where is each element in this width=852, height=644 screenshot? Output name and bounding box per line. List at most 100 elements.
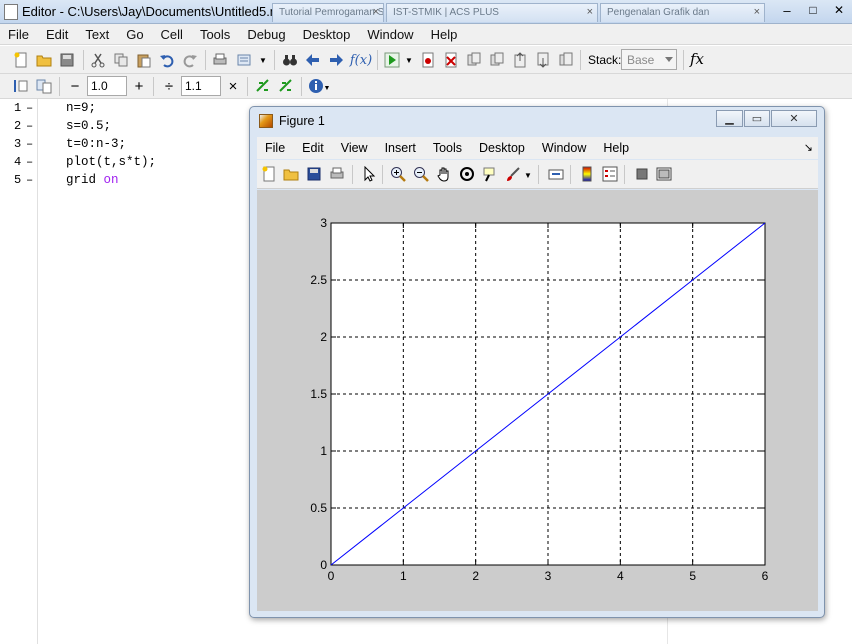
step-icon[interactable] bbox=[465, 51, 483, 69]
increment-button[interactable]: + bbox=[134, 77, 144, 95]
zoom-out-icon[interactable] bbox=[412, 165, 430, 183]
breakpoint-marker[interactable]: – bbox=[26, 101, 34, 115]
tab-close-icon[interactable]: × bbox=[753, 6, 760, 18]
pan-hand-icon[interactable] bbox=[435, 165, 453, 183]
menu-window[interactable]: Window bbox=[367, 26, 414, 42]
background-tab[interactable]: IST-STMIK | ACS PLUS × bbox=[386, 3, 598, 22]
figure-menu-help[interactable]: Help bbox=[603, 141, 630, 155]
menu-tools[interactable]: Tools bbox=[199, 26, 231, 42]
rotate-3d-icon[interactable] bbox=[458, 165, 476, 183]
code-line[interactable]: plot(t,s*t); bbox=[66, 155, 157, 169]
function-browser-icon[interactable]: f(x) bbox=[349, 52, 373, 68]
open-folder-icon[interactable] bbox=[35, 51, 53, 69]
data-cursor-icon[interactable] bbox=[481, 165, 499, 183]
clear-breakpoints-icon[interactable] bbox=[442, 51, 460, 69]
evaluate-cell-icon[interactable] bbox=[35, 77, 53, 95]
go-forward-icon[interactable] bbox=[327, 51, 345, 69]
zoom-in-icon[interactable] bbox=[389, 165, 407, 183]
breakpoint-marker[interactable]: – bbox=[26, 137, 34, 151]
print-figure-icon[interactable] bbox=[328, 165, 346, 183]
find-files-icon[interactable] bbox=[235, 51, 253, 69]
go-back-icon[interactable] bbox=[304, 51, 322, 69]
maximize-button[interactable]: □ bbox=[809, 3, 817, 17]
figure-canvas[interactable]: 0 1 2 3 4 5 6 0 0.5 1 1.5 2 2.5 3 bbox=[257, 190, 818, 611]
breakpoint-marker[interactable]: – bbox=[26, 155, 34, 169]
figure-close-button[interactable]: ✕ bbox=[771, 110, 817, 127]
menu-help[interactable]: Help bbox=[430, 26, 458, 42]
hide-plot-tools-icon[interactable] bbox=[633, 165, 651, 183]
figure-menu-insert[interactable]: Insert bbox=[384, 141, 416, 155]
undo-icon[interactable] bbox=[158, 51, 176, 69]
cut-icon[interactable] bbox=[89, 51, 107, 69]
code-line[interactable]: s=0.5; bbox=[66, 119, 112, 133]
menu-desktop[interactable]: Desktop bbox=[302, 26, 351, 42]
copy-icon[interactable] bbox=[112, 51, 130, 69]
continue-icon[interactable] bbox=[534, 51, 552, 69]
insert-cell-divider-icon[interactable] bbox=[12, 77, 30, 95]
minimize-button[interactable]: – bbox=[783, 3, 791, 18]
save-figure-icon[interactable] bbox=[305, 165, 323, 183]
function-fx-button[interactable]: fx bbox=[690, 50, 705, 68]
new-figure-icon[interactable] bbox=[260, 165, 278, 183]
multiply-button[interactable]: × bbox=[228, 77, 238, 95]
chevron-down-icon[interactable]: ▼ bbox=[323, 84, 331, 92]
show-plot-tools-icon[interactable] bbox=[655, 165, 673, 183]
figure-menu-edit[interactable]: Edit bbox=[302, 141, 324, 155]
tab-close-icon[interactable]: × bbox=[586, 6, 593, 18]
hide-cell-titles-icon[interactable] bbox=[277, 77, 295, 95]
find-binoculars-icon[interactable] bbox=[281, 51, 299, 69]
figure-maximize-button[interactable]: ▭ bbox=[744, 110, 770, 127]
paste-icon[interactable] bbox=[135, 51, 153, 69]
menu-text[interactable]: Text bbox=[85, 26, 110, 42]
close-button[interactable]: ✕ bbox=[833, 3, 845, 17]
breakpoint-marker[interactable]: – bbox=[26, 173, 34, 187]
code-line[interactable]: t=0:n-3; bbox=[66, 137, 127, 151]
line-plot[interactable]: 0 1 2 3 4 5 6 0 0.5 1 1.5 2 2.5 3 bbox=[257, 190, 818, 611]
info-icon[interactable] bbox=[307, 77, 325, 95]
tab-close-icon[interactable]: × bbox=[372, 6, 379, 18]
chevron-down-icon[interactable]: ▼ bbox=[259, 55, 267, 65]
chevron-down-icon[interactable]: ▼ bbox=[405, 55, 413, 65]
figure-minimize-button[interactable]: ▁ bbox=[716, 110, 743, 127]
figure-menu-window[interactable]: Window bbox=[541, 141, 587, 155]
set-breakpoint-icon[interactable] bbox=[419, 51, 437, 69]
figure-menu-view[interactable]: View bbox=[340, 141, 368, 155]
print-icon[interactable] bbox=[211, 51, 229, 69]
brush-icon[interactable] bbox=[504, 165, 522, 183]
background-tab[interactable]: Tutorial Pemrogaman S.t × bbox=[272, 3, 384, 22]
figure-menu-file[interactable]: File bbox=[265, 141, 286, 155]
code-line[interactable]: n=9; bbox=[66, 101, 97, 115]
show-cell-titles-icon[interactable] bbox=[254, 77, 272, 95]
save-icon[interactable] bbox=[58, 51, 76, 69]
scale-value-input[interactable]: 1.1 bbox=[181, 76, 221, 96]
menu-cell[interactable]: Cell bbox=[160, 26, 183, 42]
exit-debug-icon[interactable] bbox=[557, 51, 575, 69]
new-file-icon[interactable] bbox=[12, 51, 30, 69]
chevron-down-icon[interactable]: ▼ bbox=[524, 170, 532, 180]
run-icon[interactable] bbox=[383, 51, 401, 69]
increment-value-input[interactable]: 1.0 bbox=[87, 76, 127, 96]
menu-debug[interactable]: Debug bbox=[247, 26, 286, 42]
figure-menu-tools[interactable]: Tools bbox=[432, 141, 463, 155]
step-out-icon[interactable] bbox=[511, 51, 529, 69]
stack-select[interactable]: Base bbox=[621, 49, 677, 70]
figure-window[interactable]: Figure 1 ▁ ▭ ✕ File Edit View Insert Too… bbox=[249, 106, 825, 618]
step-in-icon[interactable] bbox=[488, 51, 506, 69]
link-plot-icon[interactable] bbox=[547, 165, 565, 183]
edit-plot-pointer-icon[interactable] bbox=[360, 165, 378, 183]
decrement-button[interactable]: − bbox=[70, 77, 80, 95]
menu-file[interactable]: File bbox=[8, 26, 29, 42]
dock-arrow-icon[interactable]: ↘ bbox=[803, 142, 813, 154]
breakpoint-marker[interactable]: – bbox=[26, 119, 34, 133]
x-tick-label: 4 bbox=[617, 569, 624, 583]
insert-colorbar-icon[interactable] bbox=[578, 165, 596, 183]
divide-button[interactable]: ÷ bbox=[164, 77, 174, 95]
code-line[interactable]: grid on bbox=[66, 173, 119, 187]
figure-menu-desktop[interactable]: Desktop bbox=[479, 141, 525, 155]
menu-edit[interactable]: Edit bbox=[45, 26, 69, 42]
redo-icon[interactable] bbox=[181, 51, 199, 69]
insert-legend-icon[interactable] bbox=[601, 165, 619, 183]
background-tab[interactable]: Pengenalan Grafik dan × bbox=[600, 3, 765, 22]
menu-go[interactable]: Go bbox=[126, 26, 144, 42]
open-file-icon[interactable] bbox=[282, 165, 300, 183]
